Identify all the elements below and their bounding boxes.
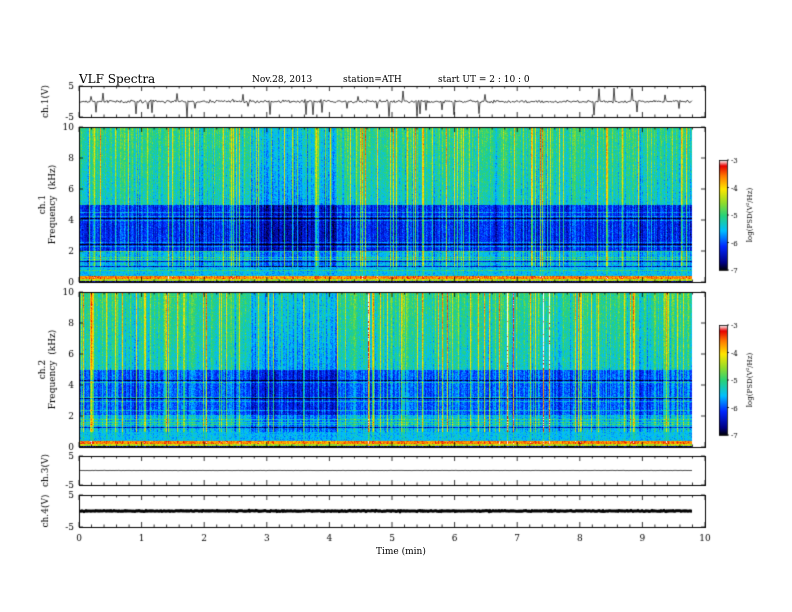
x-axis-label: Time (min) (376, 547, 426, 557)
figure-title: VLF Spectra (79, 72, 156, 86)
date-label: Nov.28, 2013 (252, 75, 313, 85)
start-time-label: start UT = 2 : 10 : 0 (438, 75, 530, 85)
station-label: station=ATH (343, 75, 402, 85)
